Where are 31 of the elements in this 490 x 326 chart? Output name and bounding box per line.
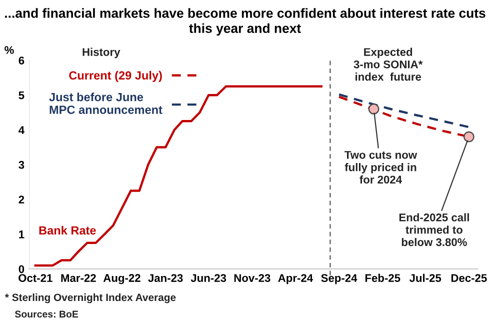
chart-title: ...and financial markets have become more confident about interest rate cuts this year and next: [5, 8, 486, 36]
text: * Sterling Overnight Index Average: [4, 293, 176, 304]
y-tick-label: 1: [19, 230, 24, 238]
x-tick-label: Jan-23: [148, 274, 183, 282]
source-note: Sources: BoE: [14, 310, 78, 318]
x-tick-label: Sep-24: [321, 274, 358, 284]
annotation: Two cuts now fully priced in for 2024: [344, 151, 418, 184]
y-axis-title: %: [4, 46, 14, 54]
x-tick-label: Apr-24: [278, 274, 313, 284]
x-tick-label: Mar-22: [61, 274, 96, 282]
x-tick-label: Dec-25: [451, 274, 487, 282]
x-tick-label: Jul-25: [409, 274, 442, 282]
x-tick-label: Oct-21: [18, 274, 52, 282]
x-tick-label: Feb-25: [365, 274, 400, 282]
y-tick-label: 3: [18, 160, 24, 169]
line-series: [34, 85, 322, 267]
x-tick-label: Jun-23: [190, 274, 226, 282]
line-series: [338, 93, 470, 128]
annotation: End-2025 call trimmed to below 3.80%: [399, 213, 469, 246]
legend-label: Just before June MPC announcement: [49, 92, 162, 114]
legend-label: Current (29 July): [69, 70, 162, 82]
series-label: Bank Rate: [39, 226, 96, 235]
annotation: Expected 3-mo SONIA* index future: [354, 48, 423, 81]
y-tick-label: 4: [18, 126, 24, 134]
text: History: [82, 48, 120, 58]
y-tick-label: 6: [18, 56, 24, 64]
y-tick-label: 0: [18, 265, 24, 274]
y-tick-label: 5: [18, 91, 24, 100]
x-tick-label: Nov-23: [234, 274, 270, 282]
y-tick-label: 2: [18, 196, 24, 204]
x-tick-label: Aug-22: [103, 274, 140, 284]
